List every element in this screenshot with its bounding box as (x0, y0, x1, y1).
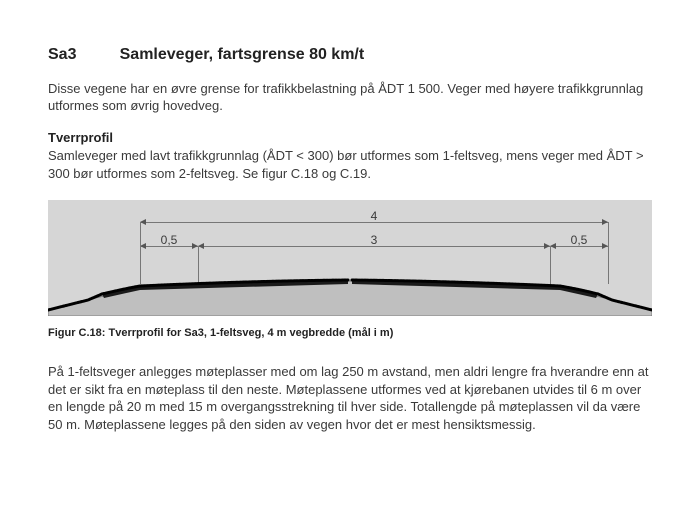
heading-title: Samleveger, fartsgrense 80 km/t (120, 46, 365, 63)
intro-paragraph: Disse vegene har en øvre grense for traf… (48, 80, 652, 115)
page-heading: Sa3 Samleveger, fartsgrense 80 km/t (48, 44, 652, 66)
dim-label-left-shoulder: 0,5 (161, 232, 178, 248)
heading-code: Sa3 (48, 44, 116, 66)
extension-line (608, 222, 609, 284)
subheading-tverrprofil: Tverrprofil (48, 129, 652, 147)
dim-label-total: 4 (371, 208, 378, 224)
dim-label-right-shoulder: 0,5 (571, 232, 588, 248)
figure-cross-section: 4 0,5 3 0,5 (48, 200, 652, 316)
dim-label-lane: 3 (371, 232, 378, 248)
extension-line (140, 222, 141, 284)
moteplasser-paragraph: På 1-feltsveger anlegges møteplasser med… (48, 363, 652, 433)
tverrprofil-paragraph: Samleveger med lavt trafikkgrunnlag (ÅDT… (48, 147, 652, 182)
figure-caption: Figur C.18: Tverrprofil for Sa3, 1-felts… (48, 326, 652, 341)
road-cross-section-svg (48, 276, 652, 316)
